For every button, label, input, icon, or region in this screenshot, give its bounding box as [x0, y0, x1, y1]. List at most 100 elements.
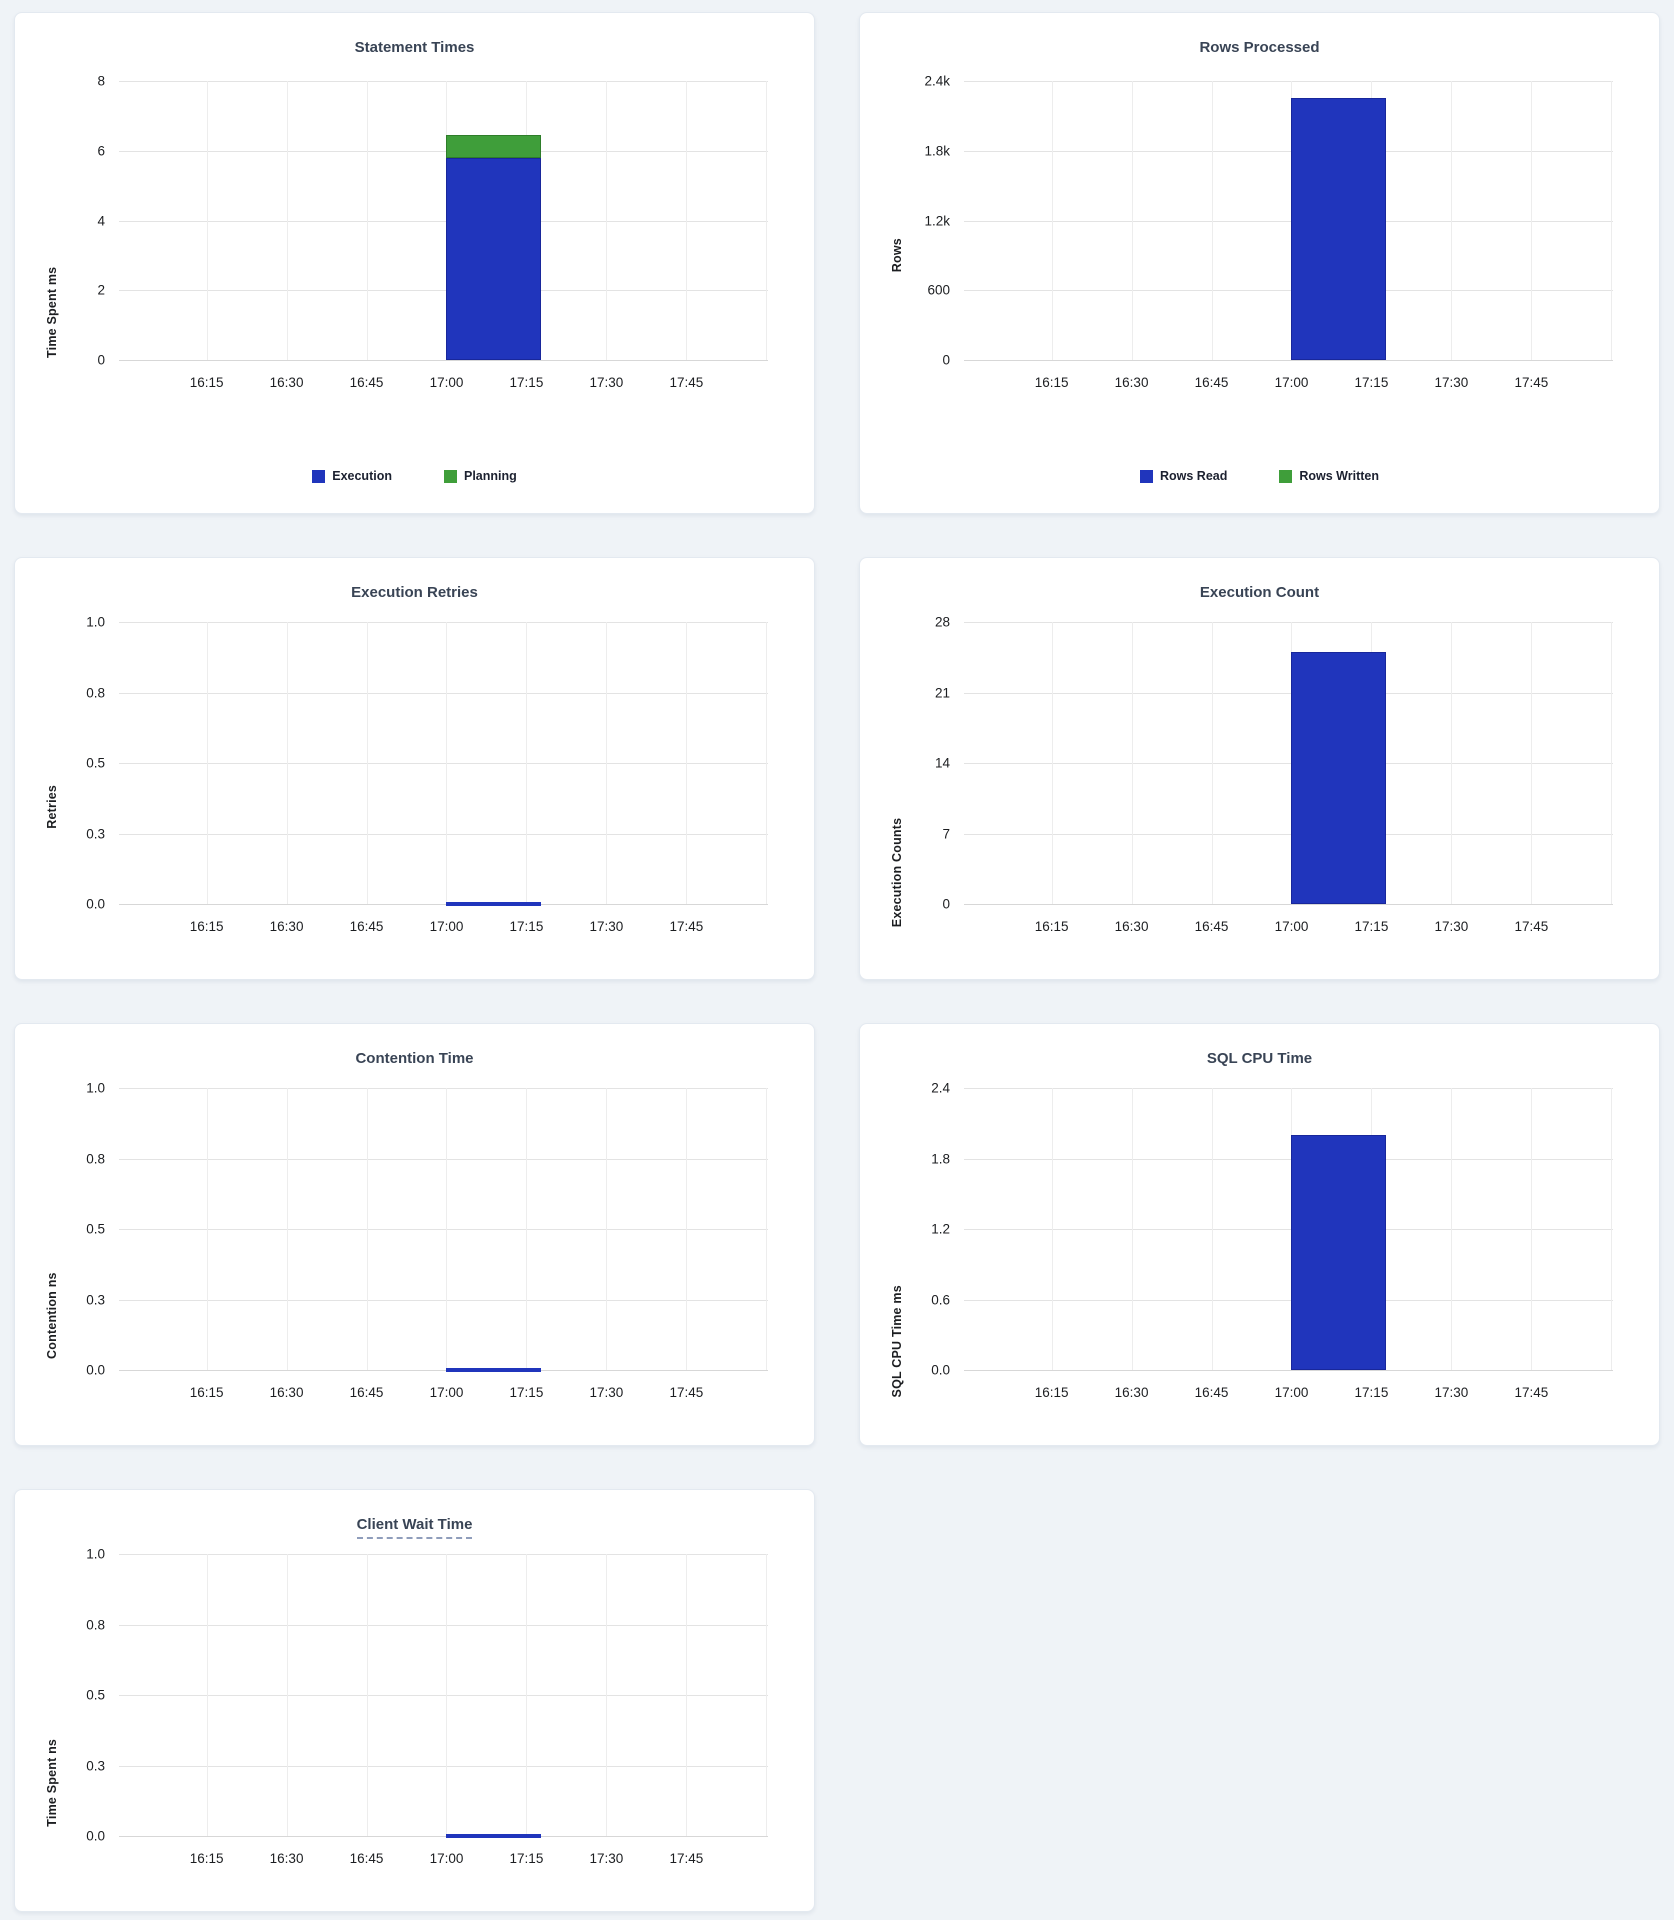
h-gridline	[964, 81, 1613, 82]
x-tick-label: 16:45	[1194, 1385, 1229, 1400]
y-tick-label: 6	[97, 143, 105, 159]
plot-area: 1.0 0.8 0.5 0.3 0.0 16:15 16:30 16:45 17:00 17:15…	[86, 1081, 768, 1400]
plot-area: 2.4 1.8 1.2 0.6 0.0 16:15 16:30 16:45 17:00 17:15…	[931, 1081, 1613, 1400]
y-tick-label: 0.8	[86, 685, 105, 700]
y-tick-label: 14	[934, 755, 950, 771]
v-gridline	[446, 622, 448, 904]
v-gridline	[1211, 622, 1213, 904]
h-gridline	[119, 1229, 768, 1230]
x-tick-label: 17:00	[1274, 1385, 1309, 1400]
y-tick-label: 0.3	[86, 826, 105, 841]
y-tick-label: 0.8	[86, 1151, 105, 1166]
chart-legend: Execution Planning	[15, 469, 814, 483]
plot-area: 2.4k 1.8k 1.2k 600 0 16:15 16:30 16:45 17:00 17:1…	[924, 74, 1613, 390]
v-gridline-edge	[766, 81, 768, 360]
v-gridline	[1451, 622, 1453, 904]
chart-title: Contention Time	[15, 1050, 814, 1067]
x-tick-label: 17:45	[1514, 375, 1549, 390]
zero-value-line	[446, 1834, 542, 1838]
y-tick-label: 0.6	[931, 1292, 950, 1307]
legend-swatch-icon	[1139, 469, 1153, 483]
y-tick-label: 0.5	[86, 1221, 105, 1237]
chart-card-contention-time: Contention Time Contention ns 1.0 0.8 0.5 0…	[14, 1023, 815, 1446]
chart-title-tooltip-trigger[interactable]: Client Wait Time	[356, 1516, 473, 1539]
v-gridline	[1451, 1088, 1453, 1370]
v-gridline	[446, 1554, 448, 1836]
x-tick-label: 17:30	[1434, 1385, 1469, 1400]
y-tick-label: 0	[97, 352, 105, 368]
v-gridline	[1131, 81, 1133, 360]
x-tick-label: 16:15	[189, 1385, 224, 1400]
v-gridline	[686, 81, 688, 360]
chart-title-text: SQL CPU Time	[1206, 1050, 1313, 1067]
h-gridline	[119, 1554, 768, 1555]
x-tick-label: 17:45	[669, 1851, 704, 1866]
y-axis-title: Time Spent ms	[45, 266, 59, 358]
y-tick-label: 0.3	[86, 1758, 105, 1773]
x-tick-label: 17:30	[589, 919, 624, 934]
x-tick-label: 17:15	[509, 919, 544, 934]
h-gridline	[119, 622, 768, 623]
x-tick-label: 16:30	[1114, 1385, 1149, 1400]
zero-value-line	[446, 1368, 542, 1372]
v-gridline	[686, 1554, 688, 1836]
y-tick-label: 1.0	[86, 614, 105, 630]
v-gridline	[1531, 1088, 1533, 1370]
v-gridline	[606, 622, 608, 904]
v-gridline-edge	[766, 1554, 768, 1836]
v-gridline	[206, 1554, 208, 1836]
y-tick-label: 1.0	[86, 1080, 105, 1096]
y-tick-label: 0.3	[86, 1292, 105, 1307]
v-gridline-edge	[766, 622, 768, 904]
h-gridline	[119, 1836, 768, 1837]
x-tick-label: 16:30	[269, 919, 304, 934]
legend-label: Rows Read	[1159, 469, 1228, 483]
chart-legend: Rows Read Rows Written	[860, 469, 1659, 483]
v-gridline	[686, 1088, 688, 1370]
bar-segment-execution	[446, 157, 542, 360]
legend-item: Rows Written	[1279, 469, 1379, 483]
x-tick-label: 16:45	[349, 1385, 384, 1400]
y-tick-label: 0.0	[86, 896, 105, 912]
v-gridline	[1131, 1088, 1133, 1370]
legend-swatch-icon	[1279, 469, 1293, 483]
plot-area: 28 21 14 7 0 16:15 16:30 16:45 17:00 17:15 17:30 17…	[935, 615, 1613, 934]
y-tick-label: 0	[942, 896, 950, 912]
chart-card-sql-cpu-time: SQL CPU Time SQL CPU Time ms 2.4 1.8 1.2 0.…	[859, 1023, 1660, 1446]
h-gridline	[119, 1299, 768, 1301]
v-gridline-edge	[1611, 81, 1613, 360]
v-gridline	[206, 622, 208, 904]
h-gridline	[119, 81, 768, 82]
h-gridline	[119, 1158, 768, 1160]
x-tick-label: 17:15	[1354, 919, 1389, 934]
y-axis-title: Retries	[45, 784, 59, 829]
legend-swatch-icon	[443, 469, 457, 483]
x-tick-label: 17:30	[589, 1385, 624, 1400]
h-gridline	[119, 692, 768, 694]
chart-title-text: Statement Times	[354, 39, 475, 56]
v-gridline	[1451, 81, 1453, 360]
h-gridline	[964, 1158, 1613, 1160]
v-gridline	[286, 81, 288, 360]
h-gridline	[964, 1370, 1613, 1371]
x-tick-label: 17:15	[1354, 375, 1389, 390]
bar-segment-rows-read	[1291, 98, 1387, 360]
h-gridline	[964, 150, 1613, 152]
x-tick-label: 16:30	[1114, 919, 1149, 934]
y-tick-label: 2.4k	[924, 73, 950, 89]
y-tick-label: 0.0	[931, 1362, 950, 1378]
chart-title: Execution Retries	[15, 584, 814, 601]
h-gridline	[119, 1088, 768, 1089]
y-tick-label: 2	[97, 282, 105, 298]
v-gridline	[606, 1554, 608, 1836]
plot-area: 1.0 0.8 0.5 0.3 0.0 16:15 16:30 16:45 17:00 17:15…	[86, 615, 768, 934]
v-gridline	[1531, 81, 1533, 360]
x-tick-label: 17:00	[1274, 375, 1309, 390]
v-gridline	[526, 1554, 528, 1836]
x-tick-label: 16:45	[349, 919, 384, 934]
x-tick-label: 17:15	[1354, 1385, 1389, 1400]
y-axis-title: Time Spent ns	[45, 1738, 59, 1827]
v-gridline	[526, 622, 528, 904]
h-gridline	[119, 763, 768, 764]
legend-label: Execution	[332, 469, 392, 483]
